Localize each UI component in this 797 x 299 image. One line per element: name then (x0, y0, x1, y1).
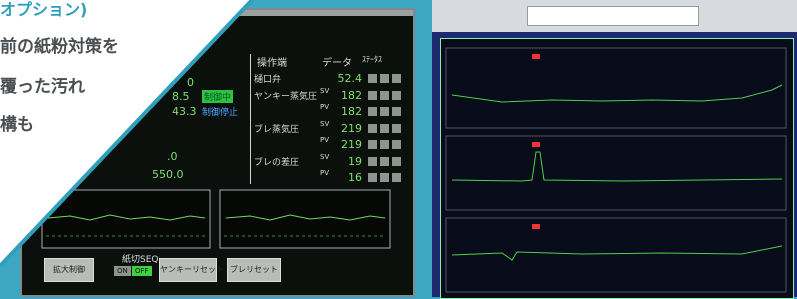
graph-frame (446, 48, 786, 128)
trend-graphs (442, 40, 792, 297)
status-box (392, 74, 401, 83)
row-kind: PV (320, 103, 329, 111)
trend-line (452, 152, 782, 181)
graph-frame (446, 136, 786, 210)
marker (532, 224, 540, 229)
row-value: 19 (334, 155, 362, 168)
status-box (368, 124, 377, 133)
banner-line: 覆った汚れ (0, 72, 85, 97)
status-box (380, 157, 389, 166)
page: 操作端 データ ｽﾃｰﾀｽ 樋口弁52.4ヤンキー蒸気圧SV182PV182ブレ… (0, 0, 797, 297)
status-box (368, 74, 377, 83)
status-box (380, 140, 389, 149)
row-label: ブレの差圧 (254, 155, 299, 168)
status-box (392, 157, 401, 166)
row-value: 182 (334, 105, 362, 118)
trend-line (452, 246, 782, 260)
row-value: 219 (334, 122, 362, 135)
status-box (392, 124, 401, 133)
status-box (392, 107, 401, 116)
banner-line: 前の紙粉対策を (0, 32, 119, 57)
marker (532, 54, 540, 59)
row-value: 52.4 (334, 72, 362, 85)
status-box (368, 140, 377, 149)
status-box (380, 124, 389, 133)
status-box (392, 173, 401, 182)
row-kind: SV (320, 87, 329, 95)
status-box (380, 107, 389, 116)
header-actuator: 操作端 (257, 54, 287, 69)
status-box (368, 107, 377, 116)
address-box (527, 6, 699, 26)
trend-line (452, 85, 782, 102)
header-status: ｽﾃｰﾀｽ (362, 54, 382, 65)
marker (532, 142, 540, 147)
status-box (368, 91, 377, 100)
status-box (392, 140, 401, 149)
status-box (380, 74, 389, 83)
row-kind: SV (320, 120, 329, 128)
row-kind: PV (320, 136, 329, 144)
row-label: ブレ蒸気圧 (254, 122, 299, 135)
status-box (380, 173, 389, 182)
header-data: データ (322, 54, 352, 69)
status-box (368, 157, 377, 166)
row-value: 16 (334, 171, 362, 184)
row-value: 219 (334, 138, 362, 151)
graph-frame (446, 218, 786, 292)
status-box (368, 173, 377, 182)
banner-heading: オプション) (0, 0, 87, 20)
trend-monitor (432, 0, 797, 297)
row-value: 182 (334, 89, 362, 102)
row-kind: SV (320, 153, 329, 161)
banner-line: 構も (0, 110, 34, 135)
row-kind: PV (320, 169, 329, 177)
status-box (380, 91, 389, 100)
row-label: ヤンキー蒸気圧 (254, 89, 317, 102)
status-box (392, 91, 401, 100)
